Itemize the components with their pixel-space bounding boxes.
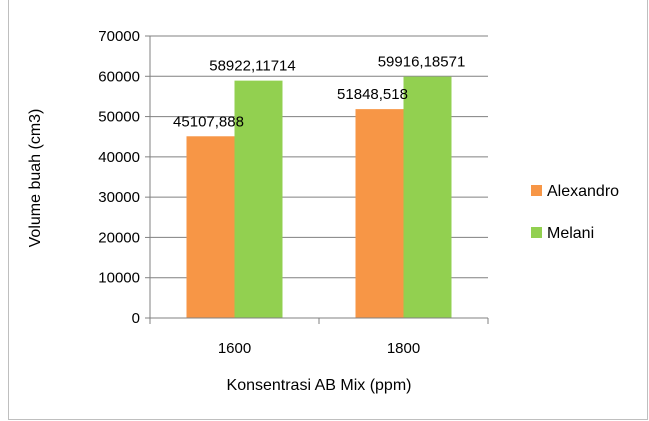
data-label-melani-1800: 59916,18571 <box>378 54 466 71</box>
data-label-alexandro-1600: 45107,888 <box>173 113 244 130</box>
axes <box>149 36 488 319</box>
y-tick-label: 60000 <box>98 68 140 85</box>
legend-label-melani: Melani <box>547 225 594 242</box>
bar-alexandro-1600 <box>186 136 235 318</box>
y-tick-label: 10000 <box>98 270 140 287</box>
bar-melani-1600 <box>234 80 283 318</box>
y-tick-label: 30000 <box>98 189 140 206</box>
data-label-alexandro-1800: 51848,518 <box>337 86 408 103</box>
x-tick-label: 1800 <box>387 340 420 357</box>
bar-melani-1800 <box>403 76 452 318</box>
y-tick-label: 50000 <box>98 109 140 126</box>
chart-frame <box>8 0 648 420</box>
bar-alexandro-1800 <box>355 109 404 318</box>
bars <box>186 76 452 318</box>
legend: Alexandro Melani <box>531 183 619 242</box>
y-axis-label: Volume buah (cm3) <box>27 109 44 248</box>
x-tick-labels: 1600 1800 <box>218 340 420 357</box>
x-axis-label: Konsentrasi AB Mix (ppm) <box>227 377 412 394</box>
y-tick-label: 40000 <box>98 149 140 166</box>
legend-label-alexandro: Alexandro <box>547 183 619 200</box>
y-tick-labels: 0 10000 20000 30000 40000 50000 60000 70000 <box>98 28 140 327</box>
y-tick-label: 20000 <box>98 229 140 246</box>
data-label-melani-1600: 58922,11714 <box>209 58 295 75</box>
legend-swatch-alexandro <box>531 185 542 196</box>
y-tick-label: 70000 <box>98 28 140 45</box>
y-tick-label: 0 <box>132 310 140 327</box>
x-tick-label: 1600 <box>218 340 251 357</box>
data-labels: 45107,888 58922,11714 51848,518 59916,18571 <box>173 54 465 131</box>
legend-swatch-melani <box>531 227 542 238</box>
